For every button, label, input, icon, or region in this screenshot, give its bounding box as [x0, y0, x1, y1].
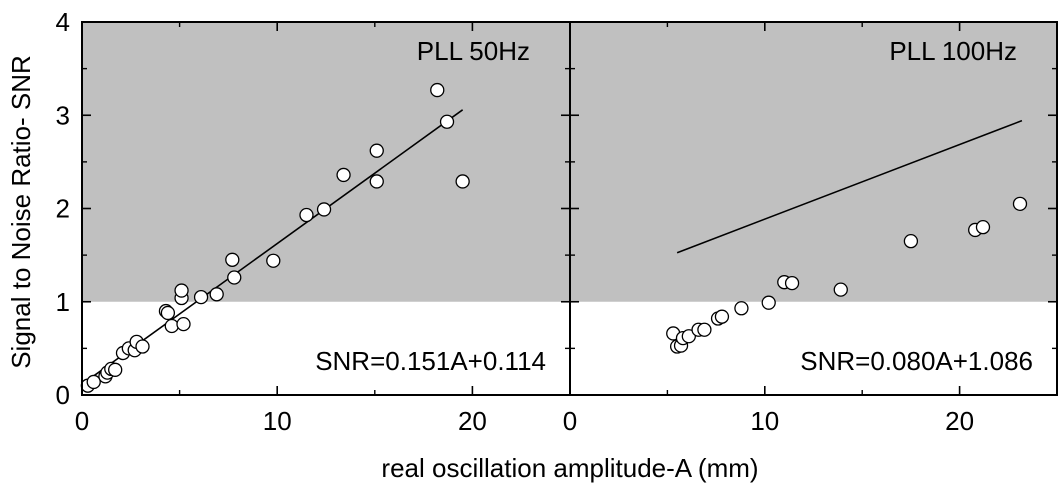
panel-label: PLL 100Hz [889, 36, 1017, 66]
y-axis-title: Signal to Noise Ratio- SNR [6, 55, 36, 369]
y-tick-label: 0 [56, 380, 70, 410]
x-tick-label: 20 [945, 406, 974, 436]
data-point [681, 329, 696, 344]
data-point [209, 287, 224, 302]
data-point [86, 374, 101, 390]
data-point [714, 309, 730, 324]
data-point [455, 174, 470, 189]
data-point [266, 253, 281, 268]
panel-1: 0 10 20 0 1 2 3 4 PLL 50Hz SNR=0.151A+0.114 [56, 7, 571, 436]
data-point [439, 114, 455, 129]
data-point [784, 275, 800, 291]
data-point [697, 322, 712, 337]
data-point [227, 270, 242, 285]
y-tick-label: 3 [56, 100, 70, 130]
panel-label: PLL 50Hz [417, 36, 530, 66]
data-point [164, 318, 179, 334]
data-point [316, 202, 332, 217]
x-axis-title: real oscillation amplitude-A (mm) [381, 453, 758, 483]
x-tick-label: 0 [563, 406, 577, 436]
fit-equation: SNR=0.151A+0.114 [315, 346, 546, 376]
panels-layer: 0 10 20 0 1 2 3 4 PLL 50Hz SNR=0.151A+0.114 0 10 20 P… [56, 7, 1058, 436]
data-point [369, 143, 384, 158]
data-point [225, 252, 240, 267]
data-point [108, 362, 123, 377]
shaded-region [82, 22, 570, 302]
data-point [761, 295, 776, 310]
data-point [174, 283, 189, 298]
x-tick-label: 10 [750, 406, 779, 436]
data-point [176, 316, 191, 332]
data-point [193, 289, 209, 305]
data-point [833, 282, 848, 297]
data-point [975, 219, 991, 235]
x-tick-label: 20 [458, 406, 487, 436]
data-point [299, 207, 314, 223]
data-point [1012, 196, 1028, 211]
data-point [430, 82, 445, 98]
x-tick-label: 0 [75, 406, 89, 436]
data-point [336, 167, 351, 183]
data-point [160, 305, 176, 321]
x-tick-label: 10 [263, 406, 292, 436]
data-point [369, 174, 384, 189]
fit-line [91, 109, 464, 378]
panel-2: 0 10 20 PLL 100Hz SNR=0.080A+1.086 [563, 21, 1058, 436]
fit-equation: SNR=0.080A+1.086 [800, 346, 1033, 376]
fit-line [676, 119, 1023, 254]
data-point [135, 339, 150, 354]
y-tick-label: 2 [56, 194, 70, 224]
shaded-region [570, 22, 1057, 302]
data-point [734, 301, 749, 316]
y-tick-label: 1 [56, 287, 70, 317]
data-point [903, 233, 919, 249]
y-tick-label: 4 [56, 7, 70, 37]
